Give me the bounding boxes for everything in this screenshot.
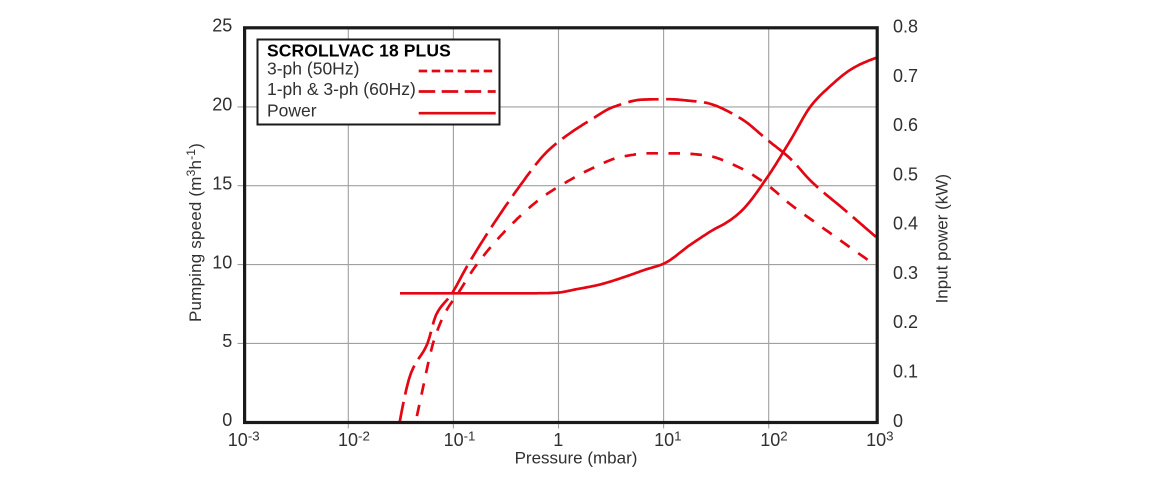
svg-text:5: 5	[222, 331, 232, 351]
svg-text:0.4: 0.4	[893, 214, 918, 234]
svg-text:0.1: 0.1	[893, 362, 918, 382]
svg-text:25: 25	[212, 16, 232, 36]
svg-text:0: 0	[893, 411, 903, 431]
svg-text:0.8: 0.8	[893, 17, 918, 37]
svg-text:0.2: 0.2	[893, 312, 918, 332]
svg-text:10: 10	[212, 252, 232, 272]
svg-text:15: 15	[212, 173, 232, 193]
svg-text:Pumping speed (m3h-1): Pumping speed (m3h-1)	[184, 143, 205, 322]
svg-text:SCROLLVAC 18 PLUS: SCROLLVAC 18 PLUS	[267, 41, 451, 61]
svg-text:3-ph (50Hz): 3-ph (50Hz)	[267, 58, 359, 78]
svg-text:1-ph & 3-ph (60Hz): 1-ph & 3-ph (60Hz)	[267, 79, 416, 99]
svg-text:0: 0	[222, 410, 232, 430]
svg-text:1: 1	[553, 430, 563, 450]
svg-text:0.6: 0.6	[893, 115, 918, 135]
svg-text:0.7: 0.7	[893, 66, 918, 86]
svg-text:Pressure (mbar): Pressure (mbar)	[515, 449, 638, 468]
svg-text:0.5: 0.5	[893, 164, 918, 184]
svg-text:Power: Power	[267, 100, 317, 120]
svg-text:20: 20	[212, 95, 232, 115]
svg-text:Input power (kW): Input power (kW)	[933, 174, 952, 303]
svg-text:0.3: 0.3	[893, 263, 918, 283]
